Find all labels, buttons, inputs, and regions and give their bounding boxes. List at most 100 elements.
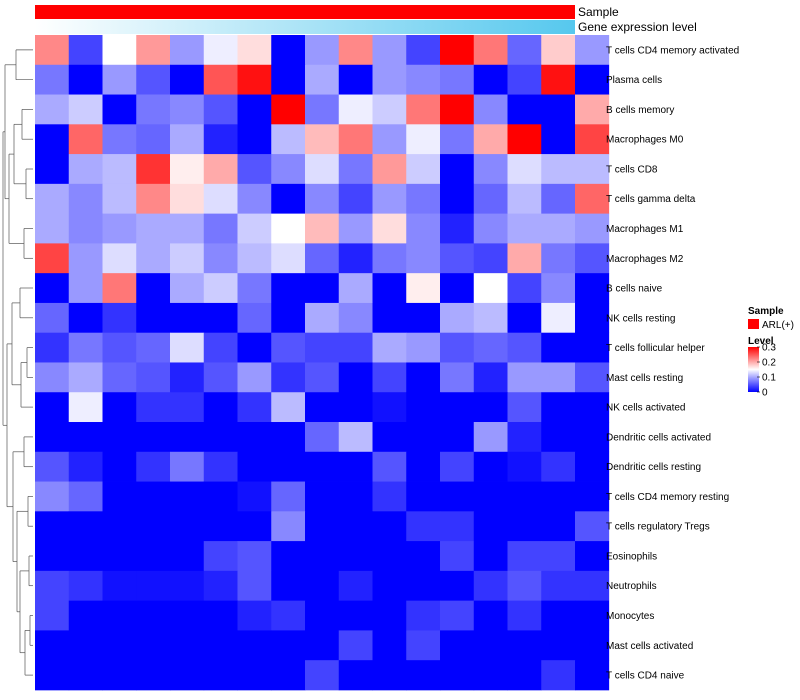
heatmap-cell	[440, 451, 475, 482]
heatmap-cell	[338, 243, 373, 274]
heatmap-cell	[372, 511, 407, 542]
heatmap-cell	[203, 451, 238, 482]
heatmap-cell	[575, 64, 610, 95]
heatmap-cell	[507, 422, 542, 453]
row-label: T cells CD8	[606, 165, 658, 176]
heatmap-cell	[507, 213, 542, 244]
heatmap-cells	[35, 35, 610, 691]
heatmap-cell	[541, 600, 576, 631]
legend-tick-label: 0.2	[762, 358, 776, 369]
heatmap-cell	[237, 64, 272, 95]
heatmap-cell	[68, 124, 103, 155]
heatmap-cell	[203, 600, 238, 631]
heatmap-cell	[35, 541, 70, 572]
heatmap-cell	[136, 451, 171, 482]
heatmap-cell	[541, 124, 576, 155]
heatmap-cell	[440, 600, 475, 631]
heatmap-cell	[136, 541, 171, 572]
heatmap-cell	[507, 183, 542, 215]
heatmap-cell	[406, 154, 441, 185]
heatmap-cell	[338, 273, 373, 304]
heatmap-cell	[338, 630, 373, 661]
heatmap-cell	[237, 511, 272, 542]
heatmap-cell	[305, 64, 340, 95]
heatmap-cell	[440, 273, 475, 304]
heatmap-cell	[338, 35, 373, 66]
heatmap-cell	[68, 332, 103, 363]
heatmap-cell	[305, 541, 340, 572]
heatmap-cell	[305, 362, 340, 393]
heatmap-cell	[203, 392, 238, 423]
heatmap-cell	[575, 511, 610, 542]
heatmap-cell	[136, 481, 171, 512]
heatmap-cell	[170, 243, 205, 274]
heatmap-cell	[203, 35, 238, 66]
expression-annotation-bar	[35, 20, 575, 34]
heatmap-cell	[541, 273, 576, 304]
heatmap-cell	[237, 392, 272, 423]
heatmap-cell	[203, 64, 238, 95]
heatmap-cell	[305, 451, 340, 482]
heatmap-cell	[271, 570, 306, 602]
heatmap-cell	[237, 243, 272, 274]
heatmap-cell	[102, 302, 137, 334]
heatmap-cell	[372, 64, 407, 95]
heatmap-cell	[406, 600, 441, 631]
heatmap-cell	[203, 511, 238, 542]
heatmap-cell	[203, 213, 238, 244]
legend-level-colorbar	[748, 347, 759, 392]
heatmap-cell	[271, 124, 306, 155]
heatmap-cell	[35, 273, 70, 304]
heatmap-cell	[305, 660, 340, 691]
heatmap-cell	[473, 422, 508, 453]
heatmap-cell	[372, 630, 407, 661]
heatmap-cell	[271, 273, 306, 304]
heatmap-cell	[541, 183, 576, 215]
heatmap-cell	[305, 124, 340, 155]
row-label: NK cells resting	[606, 313, 675, 324]
heatmap-cell	[203, 630, 238, 661]
heatmap-cell	[305, 600, 340, 631]
heatmap-cell	[35, 35, 70, 66]
heatmap-cell	[575, 541, 610, 572]
sample-annotation-label: Sample	[578, 5, 619, 19]
row-label: T cells CD4 memory activated	[606, 45, 739, 56]
heatmap-cell	[271, 541, 306, 572]
heatmap-cell	[507, 481, 542, 512]
heatmap-cell	[440, 422, 475, 453]
heatmap-cell	[338, 183, 373, 215]
heatmap-cell	[406, 541, 441, 572]
heatmap-cell	[541, 154, 576, 185]
heatmap-cell	[170, 511, 205, 542]
heatmap-cell	[372, 94, 407, 125]
heatmap-cell	[372, 183, 407, 215]
heatmap-cell	[68, 183, 103, 215]
heatmap-cell	[338, 511, 373, 542]
heatmap-cell	[203, 481, 238, 512]
heatmap-cell	[35, 570, 70, 602]
heatmap-cell	[102, 570, 137, 602]
heatmap-cell	[271, 332, 306, 363]
heatmap-cell	[203, 273, 238, 304]
heatmap-cell	[541, 541, 576, 572]
heatmap-cell	[271, 213, 306, 244]
heatmap-cell	[68, 451, 103, 482]
heatmap-cell	[35, 481, 70, 512]
heatmap-cell	[507, 511, 542, 542]
heatmap-cell	[170, 451, 205, 482]
heatmap-cell	[507, 362, 542, 393]
heatmap-cell	[68, 392, 103, 423]
heatmap-cell	[338, 600, 373, 631]
heatmap-cell	[305, 35, 340, 66]
heatmap-cell	[440, 64, 475, 95]
heatmap-cell	[170, 273, 205, 304]
heatmap-cell	[541, 660, 576, 691]
heatmap-cell	[102, 124, 137, 155]
heatmap-cell	[68, 570, 103, 602]
row-label: Neutrophils	[606, 581, 657, 592]
heatmap-cell	[35, 64, 70, 95]
heatmap-cell	[305, 570, 340, 602]
heatmap-cell	[305, 183, 340, 215]
heatmap-cell	[473, 213, 508, 244]
heatmap-cell	[136, 332, 171, 363]
